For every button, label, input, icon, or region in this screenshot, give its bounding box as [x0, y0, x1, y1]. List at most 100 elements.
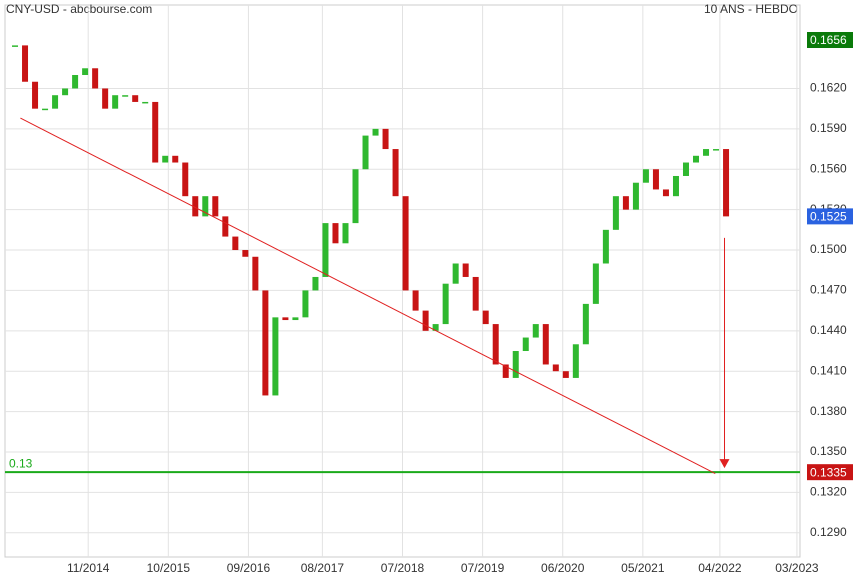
candle: [452, 263, 459, 284]
candle: [492, 324, 499, 365]
candle: [202, 196, 209, 217]
x-tick-label: 11/2014: [67, 561, 110, 575]
candle: [22, 45, 29, 82]
candle: [162, 155, 169, 163]
candle: [682, 162, 689, 176]
y-tick-label: 0.1560: [810, 161, 847, 175]
candle: [612, 196, 619, 230]
candle: [693, 155, 700, 163]
chart-title: CNY-USD - abcbourse.com: [6, 2, 152, 16]
candle: [502, 364, 509, 378]
candle: [172, 155, 179, 163]
price-tag: [807, 208, 853, 225]
candle: [362, 135, 369, 170]
candle: [392, 149, 399, 197]
x-tick-label: 06/2020: [541, 561, 585, 575]
price-tag: [807, 32, 853, 49]
y-tick-label: 0.1380: [810, 404, 847, 418]
candle: [672, 175, 679, 197]
candle: [532, 324, 539, 338]
candle: [122, 95, 129, 97]
y-tick-label: 0.1620: [810, 81, 847, 95]
candle: [522, 337, 529, 352]
y-tick-label: 0.1440: [810, 323, 847, 337]
candle: [92, 68, 99, 89]
price-tag: [807, 464, 853, 481]
candle: [662, 189, 669, 197]
candle: [482, 310, 489, 325]
candle: [62, 88, 69, 96]
candle: [192, 196, 199, 217]
x-tick-label: 09/2016: [227, 561, 271, 575]
candle: [262, 290, 269, 396]
candle: [602, 229, 609, 264]
candle: [713, 149, 720, 151]
candle: [422, 310, 429, 331]
chart-subtitle: 10 ANS - HEBDO: [704, 2, 798, 16]
candle: [272, 317, 279, 396]
candle: [622, 196, 629, 210]
price-tag-label: 0.1525: [810, 210, 847, 224]
candle: [703, 149, 710, 156]
candle: [352, 169, 359, 224]
candle: [402, 196, 409, 291]
candle: [72, 75, 79, 89]
price-tag-label: 0.1335: [810, 465, 847, 479]
x-tick-label: 10/2015: [147, 561, 191, 575]
candle: [592, 263, 599, 304]
candle: [152, 101, 159, 163]
candle: [322, 223, 329, 277]
candle: [32, 81, 39, 109]
y-tick-label: 0.1320: [810, 485, 847, 499]
candle: [652, 169, 659, 190]
candle: [342, 223, 349, 244]
trendline: [20, 117, 716, 474]
x-tick-label: 04/2022: [698, 561, 742, 575]
candle: [12, 45, 19, 47]
candle: [582, 303, 589, 345]
candle: [442, 283, 449, 325]
candle: [642, 169, 649, 183]
y-tick-label: 0.1590: [810, 121, 847, 135]
candle: [42, 108, 49, 111]
y-tick-label: 0.1290: [810, 525, 847, 539]
x-tick-label: 07/2019: [461, 561, 505, 575]
level-name: 0.13: [9, 456, 33, 470]
candle: [102, 88, 109, 109]
candle: [292, 317, 299, 321]
y-tick-label: 0.1500: [810, 242, 847, 256]
candle: [302, 290, 309, 318]
candle: [222, 216, 229, 237]
candle: [382, 128, 389, 150]
x-tick-label: 03/2023: [775, 561, 819, 575]
candle: [242, 250, 249, 257]
candle: [462, 263, 469, 277]
candle: [282, 317, 289, 321]
candle: [372, 128, 379, 136]
candle: [432, 324, 439, 331]
candle: [142, 101, 149, 104]
x-tick-label: 08/2017: [301, 561, 345, 575]
candle: [182, 162, 189, 197]
candle: [723, 149, 730, 217]
candle: [512, 351, 519, 378]
candle: [332, 223, 339, 244]
candle: [472, 276, 479, 311]
candle: [112, 95, 119, 109]
candle: [572, 344, 579, 378]
y-tick-label: 0.1350: [810, 444, 847, 458]
candle: [542, 324, 549, 365]
candle: [312, 276, 319, 291]
arrow-head: [719, 459, 730, 469]
candle: [232, 236, 239, 251]
x-tick-label: 05/2021: [621, 561, 665, 575]
y-tick-label: 0.1470: [810, 283, 847, 297]
candle: [52, 95, 59, 109]
candle: [632, 182, 639, 210]
candle: [82, 68, 89, 76]
candle: [252, 256, 259, 291]
candle: [132, 95, 139, 102]
candle: [212, 196, 219, 217]
y-tick-label: 0.1410: [810, 363, 847, 377]
